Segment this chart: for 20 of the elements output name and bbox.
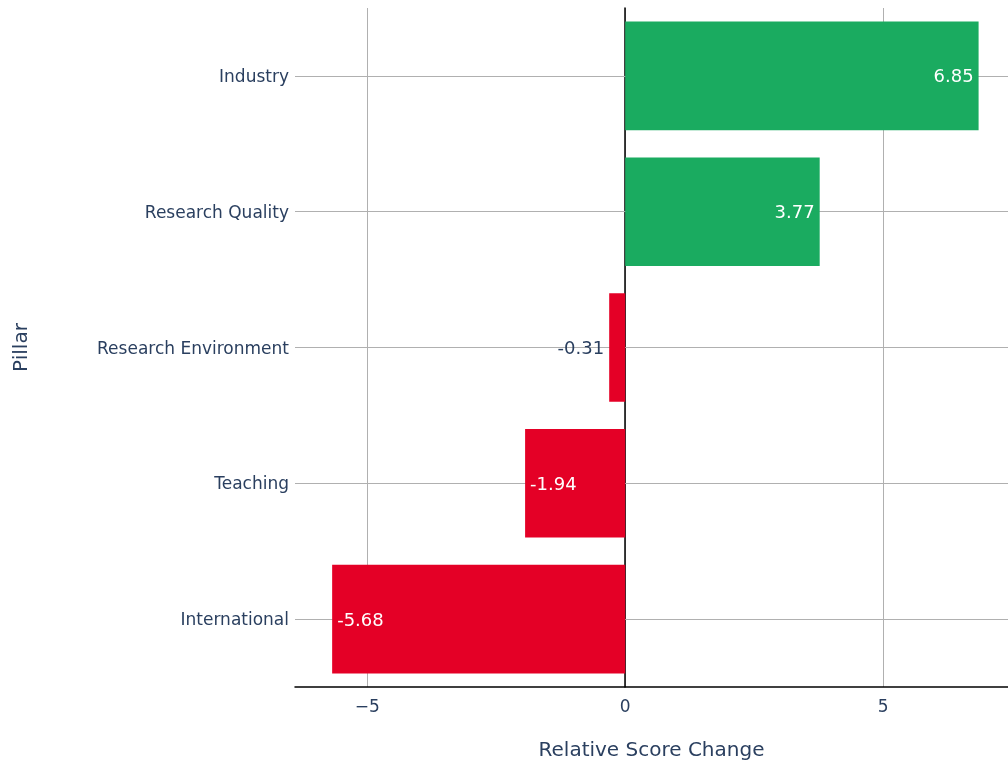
data-label: -0.31 [557, 337, 605, 358]
y-axis-title: Pillar [8, 322, 32, 372]
y-tick-label: Teaching [213, 473, 289, 494]
bar [609, 293, 626, 402]
y-tick-label: Research Quality [144, 201, 289, 222]
data-label: -1.94 [530, 472, 577, 494]
bar [332, 564, 626, 674]
x-tick-label: 0 [619, 695, 631, 716]
data-label: -5.68 [337, 608, 384, 630]
data-label: 3.77 [774, 201, 815, 223]
bar [525, 428, 626, 538]
x-tick-label: 5 [877, 695, 889, 716]
y-tick-label: Research Environment [97, 337, 290, 358]
y-tick-label: Industry [219, 65, 289, 86]
x-tick-label: −5 [354, 695, 380, 716]
y-tick-label: International [180, 609, 289, 630]
bar [625, 21, 979, 131]
bar [625, 157, 820, 267]
data-label: 6.85 [933, 65, 974, 87]
x-axis-title: Relative Score Change [538, 737, 765, 761]
